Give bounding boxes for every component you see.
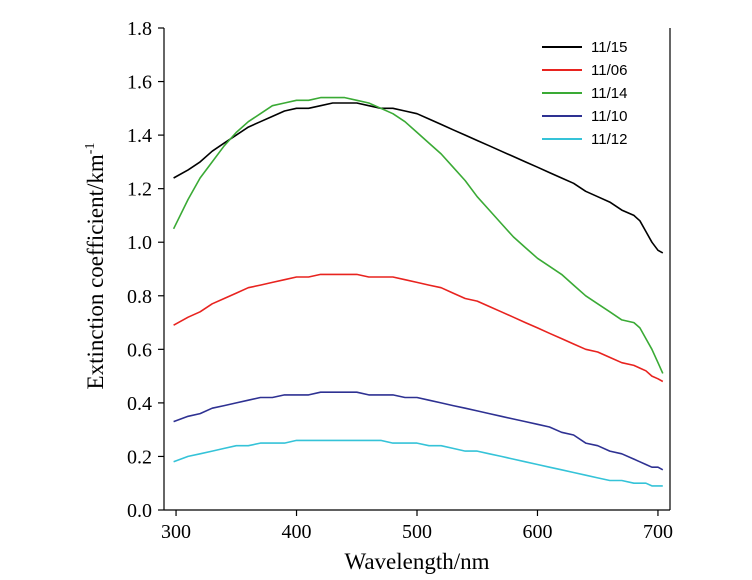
- y-tick-label: 0.6: [127, 339, 152, 361]
- x-tick-label: 700: [643, 521, 673, 543]
- x-tick-label: 600: [522, 521, 552, 543]
- y-tick-label: 1.4: [127, 125, 152, 147]
- series-lines: [172, 96, 664, 487]
- series-line-11-06: [173, 273, 664, 383]
- legend-label: 11/12: [591, 131, 627, 148]
- y-axis-title-superscript: -1: [83, 143, 98, 155]
- y-tick-label: 0.0: [127, 500, 152, 522]
- legend-label: 11/06: [591, 62, 627, 79]
- y-tick-label: 0.8: [127, 286, 152, 308]
- x-tick-label: 400: [282, 521, 312, 543]
- y-tick-label: 0.2: [127, 446, 152, 468]
- legend: 11/15 11/06 11/14 11/10 11/12: [542, 39, 627, 148]
- y-axis-title-main: Extinction coefficient/km: [83, 154, 108, 389]
- series-line-11-15: [173, 102, 664, 254]
- y-tick-label: 1.0: [127, 232, 152, 254]
- y-tick-label: 0.4: [127, 393, 152, 415]
- y-tick-label: 1.6: [127, 72, 152, 94]
- y-ticks: 0.0 0.2 0.4 0.6 0.8 1.0 1.2 1.4 1.6 1.8: [127, 18, 164, 522]
- series-line-11-14: [172, 96, 664, 374]
- series-line-11-12: [173, 439, 663, 487]
- y-tick-label: 1.2: [127, 179, 152, 201]
- x-axis-title: Wavelength/nm: [344, 549, 489, 574]
- x-tick-label: 300: [161, 521, 191, 543]
- series-line-11-10: [173, 391, 664, 471]
- legend-label: 11/15: [591, 39, 627, 56]
- x-tick-label: 500: [402, 521, 432, 543]
- x-ticks: 300 400 500 600 700: [161, 510, 673, 543]
- legend-label: 11/10: [591, 108, 627, 125]
- y-tick-label: 1.8: [127, 18, 152, 40]
- legend-label: 11/14: [591, 85, 627, 102]
- y-axis-title: Extinction coefficient/km-1: [83, 143, 108, 390]
